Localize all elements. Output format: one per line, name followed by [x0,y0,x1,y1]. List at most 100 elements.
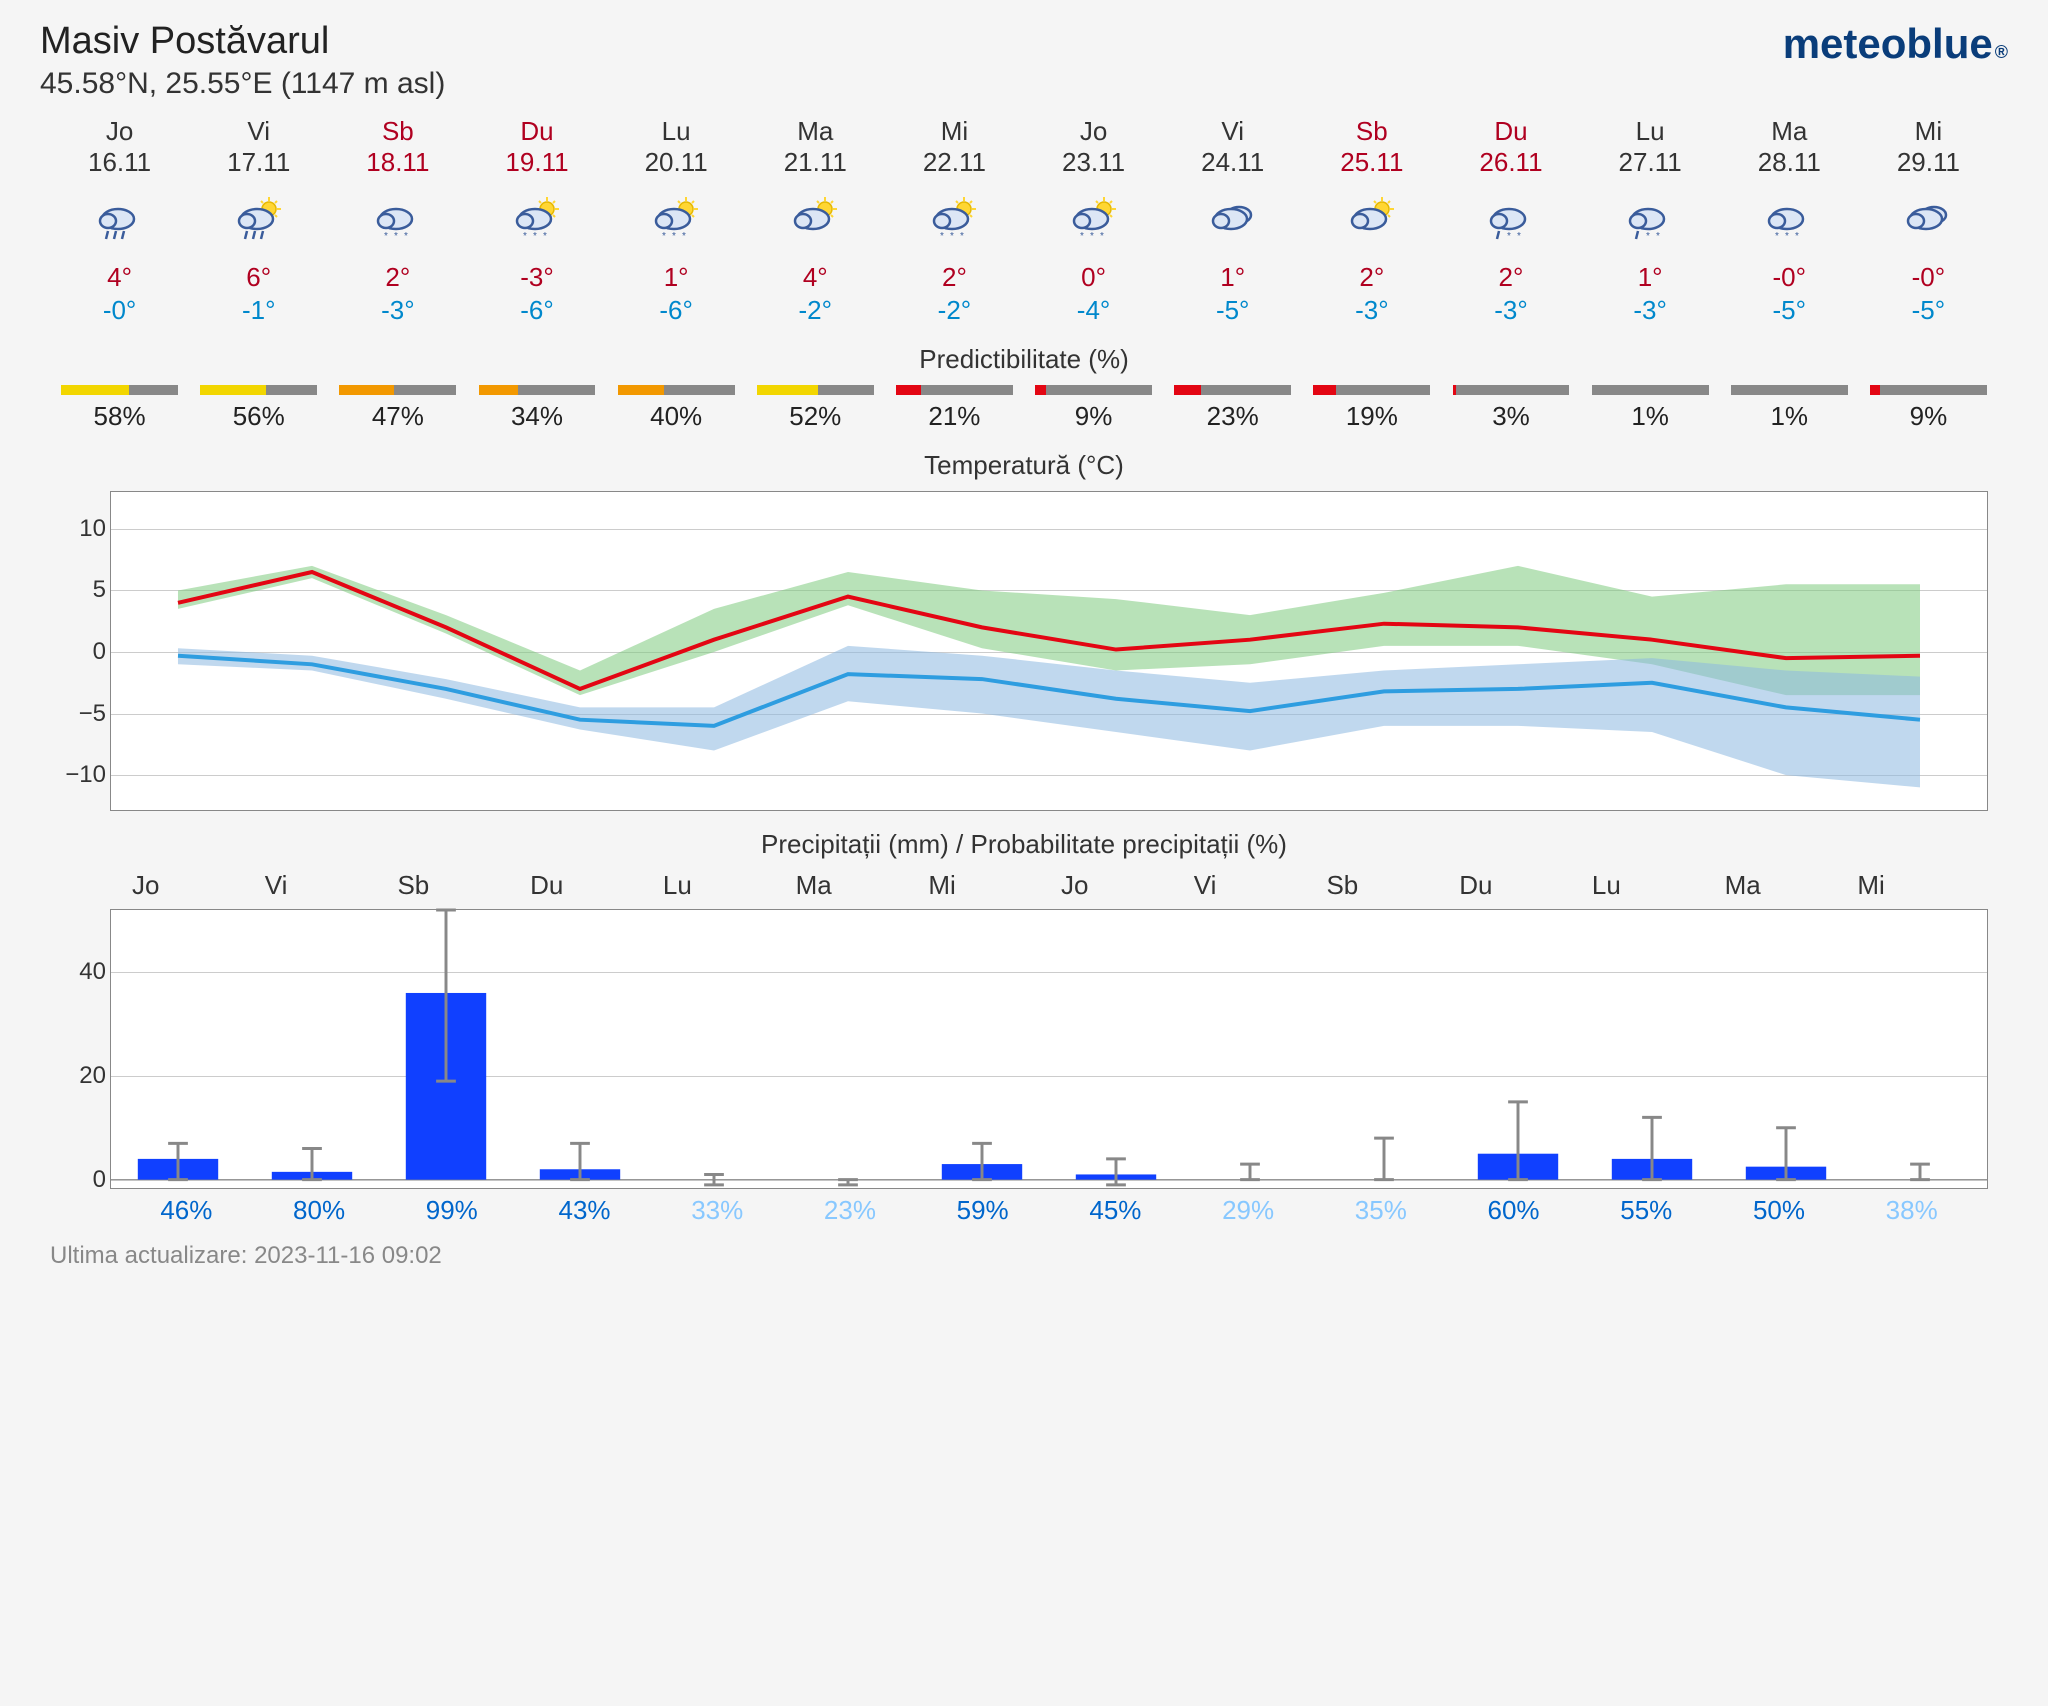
day-date: 26.11 [1441,147,1580,178]
precip-probability: 59% [916,1195,1049,1226]
precip-probability: 43% [518,1195,651,1226]
temp-high: 2° [885,262,1024,293]
pred-bar [1035,385,1152,395]
weather-icon [50,196,189,244]
pred-bar [1870,385,1987,395]
location-title: Masiv Postăvarul [40,20,445,63]
temp-high: -0° [1720,262,1859,293]
pred-bar [1174,385,1291,395]
day-column: Sb 25.11 2° -3° [1302,116,1441,326]
pred-column: 9% [1859,385,1998,432]
temp-low: -3° [1302,295,1441,326]
day-name: Lu [1581,116,1720,147]
day-date: 23.11 [1024,147,1163,178]
forecast-row: Jo 16.11 4° -0° Vi 17.11 6° -1° Sb 18.11… [40,116,2008,326]
day-name: Ma [746,116,885,147]
weather-icon: *** [328,196,467,244]
pred-value: 21% [885,401,1024,432]
svg-text:*: * [543,231,547,242]
svg-text:*: * [1080,231,1084,242]
pred-bar [1731,385,1848,395]
day-name: Vi [189,116,328,147]
day-name: Sb [1302,116,1441,147]
precip-probability: 99% [385,1195,518,1226]
svg-text:*: * [1795,231,1799,242]
precip-day-label: Vi [253,870,386,901]
precip-day-label: Du [1447,870,1580,901]
temp-high: 1° [1163,262,1302,293]
day-name: Du [1441,116,1580,147]
svg-text:*: * [672,231,676,242]
pred-bar [1592,385,1709,395]
precip-probability: 33% [651,1195,784,1226]
precip-day-label: Ma [1713,870,1846,901]
pred-value: 1% [1581,401,1720,432]
pred-column: 34% [467,385,606,432]
precip-probability: 23% [784,1195,917,1226]
svg-text:*: * [682,231,686,242]
temp-high: -0° [1859,262,1998,293]
weather-icon: * * * [607,196,746,244]
pred-value: 19% [1302,401,1441,432]
precip-day-label: Lu [651,870,784,901]
precip-day-label: Lu [1580,870,1713,901]
svg-text:*: * [1646,231,1650,242]
pred-value: 9% [1859,401,1998,432]
temp-chart-title: Temperatură (°C) [40,450,2008,481]
pred-value: 52% [746,401,885,432]
day-date: 21.11 [746,147,885,178]
pred-bar [479,385,596,395]
weather-icon: *** [1720,196,1859,244]
temp-high: 4° [746,262,885,293]
day-date: 27.11 [1581,147,1720,178]
pred-column: 19% [1302,385,1441,432]
day-name: Ma [1720,116,1859,147]
pred-value: 40% [607,401,746,432]
svg-text:*: * [662,231,666,242]
precip-probability: 50% [1713,1195,1846,1226]
svg-text:*: * [1517,231,1521,242]
day-name: Du [467,116,606,147]
day-column: Jo 23.11 *** 0° -4° [1024,116,1163,326]
weather-icon [1859,196,1998,244]
day-column: Vi 24.11 1° -5° [1163,116,1302,326]
svg-text:*: * [950,231,954,242]
temp-low: -5° [1720,295,1859,326]
location-coords: 45.58°N, 25.55°E (1147 m asl) [40,67,445,101]
precip-probability: 29% [1182,1195,1315,1226]
day-date: 18.11 [328,147,467,178]
pred-column: 1% [1720,385,1859,432]
weather-icon: ** [1581,196,1720,244]
pred-column: 40% [607,385,746,432]
temp-high: -3° [467,262,606,293]
precip-probability: 35% [1314,1195,1447,1226]
temp-high: 2° [328,262,467,293]
temp-low: -0° [50,295,189,326]
day-column: Lu 20.11 *** 1° -6° [607,116,746,326]
temp-high: 2° [1441,262,1580,293]
temp-high: 4° [50,262,189,293]
svg-text:*: * [940,231,944,242]
precip-day-label: Mi [916,870,1049,901]
svg-text:*: * [523,231,527,242]
pred-bar [200,385,317,395]
pred-bar [896,385,1013,395]
day-column: Lu 27.11 ** 1° -3° [1581,116,1720,326]
temp-low: -4° [1024,295,1163,326]
day-column: Jo 16.11 4° -0° [50,116,189,326]
svg-text:*: * [1656,231,1660,242]
precip-day-label: Du [518,870,651,901]
precip-probability: 45% [1049,1195,1182,1226]
day-name: Jo [50,116,189,147]
day-date: 28.11 [1720,147,1859,178]
predictability-row: 58% 56% 47% 34% 40% [40,385,2008,432]
day-name: Mi [1859,116,1998,147]
precip-day-label: Jo [120,870,253,901]
temp-low: -3° [328,295,467,326]
pred-column: 56% [189,385,328,432]
day-name: Lu [607,116,746,147]
weather-icon: *** [467,196,606,244]
pred-bar [61,385,178,395]
pred-value: 1% [1720,401,1859,432]
pred-column: 58% [50,385,189,432]
